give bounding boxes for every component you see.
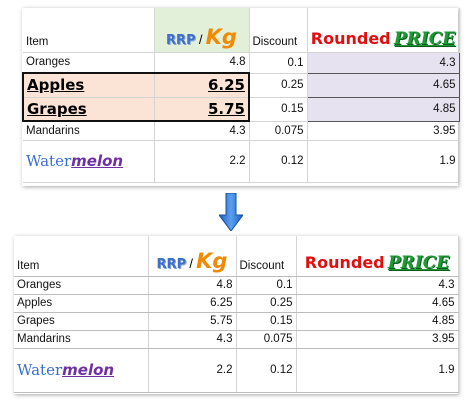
watermelon-part-water: Water xyxy=(26,152,72,170)
header-rounded-label: Rounded xyxy=(310,28,391,48)
cell-rrp[interactable]: 5.75 xyxy=(154,97,250,122)
header-price-label: PRICE xyxy=(387,252,450,273)
cell-price[interactable]: 4.85 xyxy=(296,312,459,331)
watermelon-part-melon: melon xyxy=(71,152,124,170)
cell-discount[interactable]: 0.12 xyxy=(249,140,308,183)
cell-rrp[interactable]: 2.2 xyxy=(154,140,250,183)
cell-item[interactable]: Grapes xyxy=(22,97,155,122)
cell-price[interactable]: 1.9 xyxy=(296,348,459,393)
cell-rrp[interactable]: 6.25 xyxy=(154,72,250,98)
header-slash: / xyxy=(189,255,193,271)
table-row: Grapes 5.75 0.15 4.85 xyxy=(14,312,459,331)
top-table: Item RRP / Kg Discount Rounded PRICE Ora… xyxy=(22,8,460,183)
header-discount: Discount xyxy=(249,8,308,53)
bottom-header-row: Item RRP / Kg Discount Rounded PRICE xyxy=(14,236,459,277)
table-row: Grapes 5.75 0.15 4.85 xyxy=(22,96,460,122)
cell-price[interactable]: 4.85 xyxy=(306,96,460,122)
cell-rrp-text: 5.75 xyxy=(207,99,245,118)
cell-rrp[interactable]: 4.8 xyxy=(148,276,237,295)
cell-rrp[interactable]: 2.2 xyxy=(148,348,237,393)
cell-item[interactable]: Apples xyxy=(22,72,155,98)
header-item: Item xyxy=(14,236,149,277)
cell-item[interactable]: Apples xyxy=(14,294,149,313)
cell-item[interactable]: Oranges xyxy=(14,276,149,295)
cell-rrp[interactable]: 4.3 xyxy=(154,121,250,141)
cell-discount[interactable]: 0.075 xyxy=(249,121,308,141)
header-kg-label: Kg xyxy=(205,24,237,49)
table-row: Oranges 4.8 0.1 4.3 xyxy=(14,276,459,295)
cell-item-text: Grapes xyxy=(27,99,87,118)
top-spreadsheet: Item RRP / Kg Discount Rounded PRICE Ora… xyxy=(22,8,460,186)
bottom-spreadsheet: Item RRP / Kg Discount Rounded PRICE Ora… xyxy=(14,236,459,394)
table-row: Watermelon 2.2 0.12 1.9 xyxy=(14,348,459,393)
header-rrp-label: RRP xyxy=(156,256,187,272)
header-kg-label: Kg xyxy=(196,248,228,273)
cell-discount[interactable]: 0.25 xyxy=(249,73,308,98)
header-price-label: PRICE xyxy=(393,28,456,49)
cell-item[interactable]: Mandarins xyxy=(23,121,155,141)
cell-item[interactable]: Mandarins xyxy=(14,330,149,349)
table-row: Mandarins 4.3 0.075 3.95 xyxy=(23,121,460,141)
cell-rrp-text: 6.25 xyxy=(207,76,245,95)
watermelon-part-water: Water xyxy=(17,361,63,379)
down-arrow-icon xyxy=(219,193,243,231)
table-row: Apples 6.25 0.25 4.65 xyxy=(14,294,459,313)
cell-item[interactable]: Oranges xyxy=(23,52,155,74)
cell-discount[interactable]: 0.1 xyxy=(236,276,297,295)
cell-discount[interactable]: 0.25 xyxy=(236,294,297,313)
header-rounded-label: Rounded xyxy=(304,252,385,272)
cell-rrp[interactable]: 5.75 xyxy=(148,312,237,331)
cell-rrp[interactable]: 4.8 xyxy=(154,52,250,74)
cell-item[interactable]: Watermelon xyxy=(14,348,149,393)
cell-price[interactable]: 3.95 xyxy=(296,330,459,349)
header-rounded-price: Rounded PRICE xyxy=(296,236,459,277)
header-item: Item xyxy=(23,8,155,53)
cell-item-text: Apples xyxy=(27,76,85,95)
cell-discount[interactable]: 0.15 xyxy=(236,312,297,331)
cell-rrp[interactable]: 4.3 xyxy=(148,330,237,349)
cell-discount[interactable]: 0.1 xyxy=(249,52,308,74)
header-rrp-kg: RRP / Kg xyxy=(154,8,250,53)
table-row: Apples 6.25 0.25 4.65 xyxy=(22,72,460,98)
header-rrp-label: RRP xyxy=(166,32,196,48)
cell-price[interactable]: 4.65 xyxy=(306,72,460,98)
header-slash: / xyxy=(198,31,203,47)
cell-price[interactable]: 4.3 xyxy=(306,51,460,74)
watermelon-part-melon: melon xyxy=(62,361,115,379)
cell-price[interactable]: 4.3 xyxy=(296,276,459,295)
cell-discount[interactable]: 0.075 xyxy=(236,330,297,349)
cell-price[interactable]: 4.65 xyxy=(296,294,459,313)
cell-discount[interactable]: 0.15 xyxy=(249,97,308,122)
cell-price[interactable]: 3.95 xyxy=(307,121,460,141)
top-header-row: Item RRP / Kg Discount Rounded PRICE xyxy=(23,8,460,53)
cell-price[interactable]: 1.9 xyxy=(307,140,460,183)
header-discount: Discount xyxy=(236,236,297,277)
header-rrp-kg: RRP / Kg xyxy=(148,236,237,277)
cell-rrp[interactable]: 6.25 xyxy=(148,294,237,313)
table-row: Oranges 4.8 0.1 4.3 xyxy=(23,51,460,74)
header-rounded-price: Rounded PRICE xyxy=(307,8,460,53)
cell-item[interactable]: Grapes xyxy=(14,312,149,331)
table-row: Mandarins 4.3 0.075 3.95 xyxy=(14,330,459,349)
table-row: Watermelon 2.2 0.12 1.9 xyxy=(23,140,460,183)
cell-discount[interactable]: 0.12 xyxy=(236,348,297,393)
bottom-table: Item RRP / Kg Discount Rounded PRICE Ora… xyxy=(14,236,459,393)
cell-item[interactable]: Watermelon xyxy=(23,140,155,183)
